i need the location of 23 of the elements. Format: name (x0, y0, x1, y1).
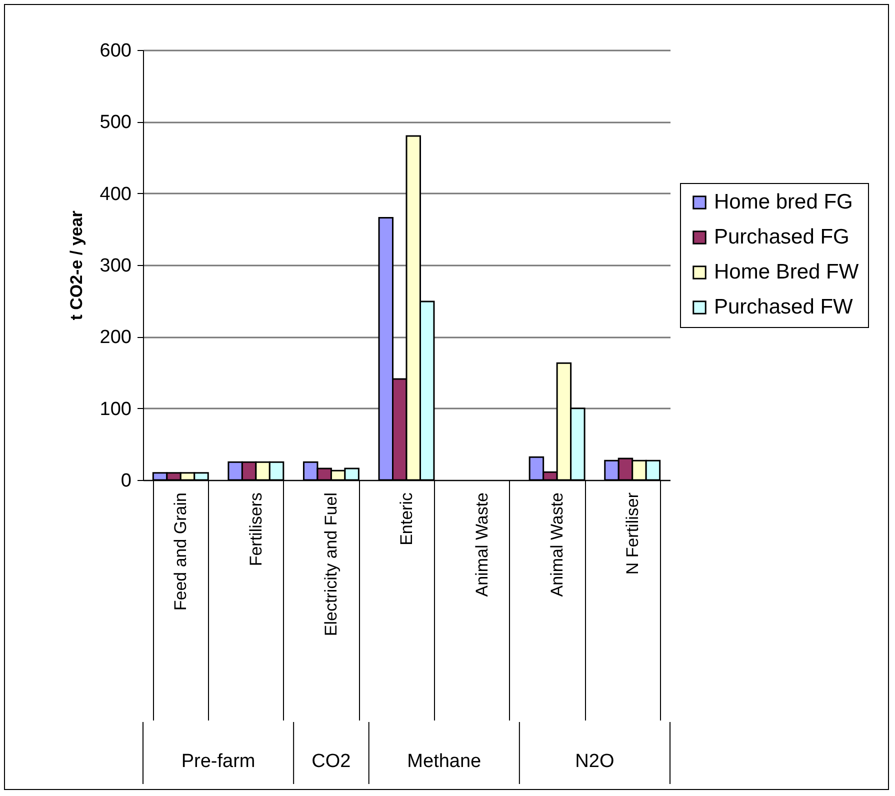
x-tick-label: Animal Waste (548, 492, 567, 597)
legend-label: Purchased FG (714, 226, 850, 248)
x-tick-label: Feed and Grain (171, 492, 190, 611)
y-tick-label: 500 (100, 112, 132, 134)
x-tick-label: Electricity and Fuel (322, 492, 341, 636)
legend-label: Purchased FW (714, 296, 854, 318)
y-tick-label: 600 (100, 40, 132, 62)
x-tick-label: N Fertiliser (622, 492, 642, 575)
legend-label: Home Bred FW (714, 260, 859, 284)
y-tick-label: 200 (100, 327, 132, 348)
y-tick-label: 400 (100, 184, 132, 205)
text: Pre-farm (181, 751, 256, 772)
text: Methane (407, 751, 482, 772)
legend-label: Home bred FG (714, 190, 853, 214)
text: CO2 (312, 751, 351, 772)
x-tick-label: Enteric (397, 492, 416, 546)
y-tick-label: 0 (120, 470, 132, 492)
x-tick-label: Fertilisers (246, 492, 266, 566)
y-axis-title: t CO2-e / year (66, 210, 86, 320)
y-tick-label: 300 (100, 256, 132, 276)
y-tick-label: 100 (100, 398, 132, 420)
text: N2O (575, 751, 614, 772)
x-tick-label: Animal Waste (472, 492, 492, 597)
